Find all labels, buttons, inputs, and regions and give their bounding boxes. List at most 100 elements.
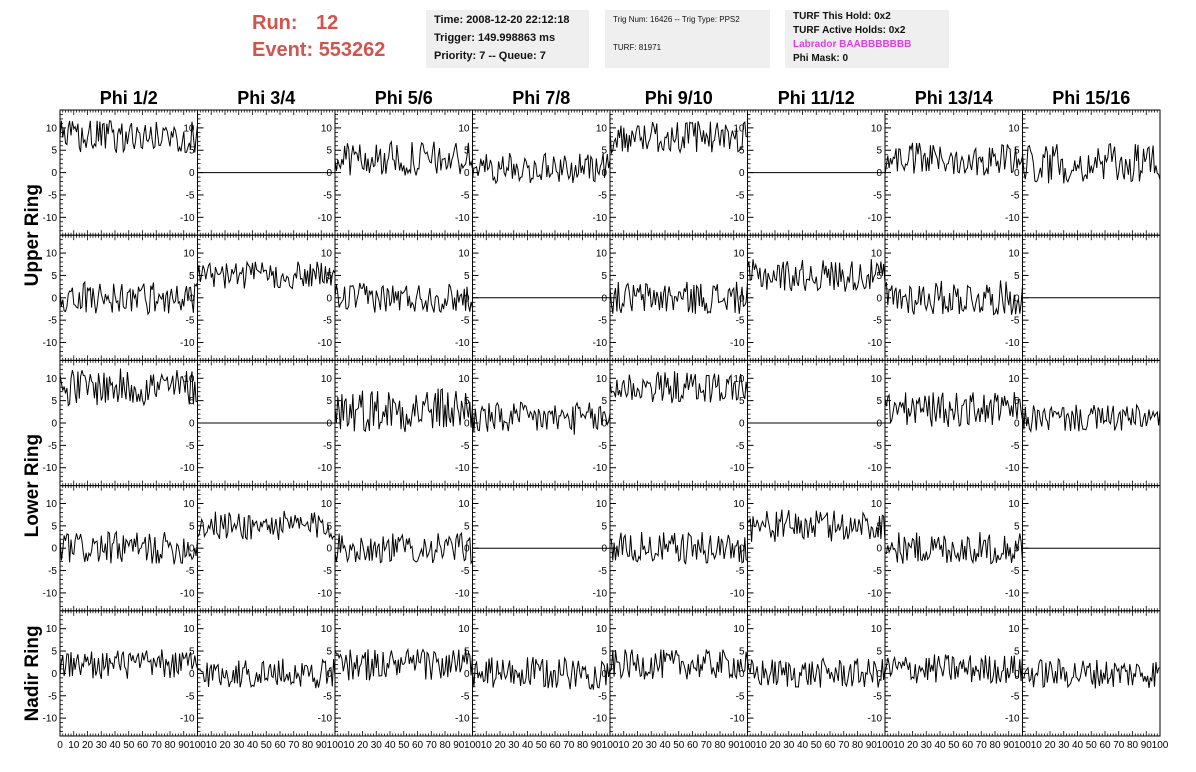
y-tick-label: 10 <box>871 123 883 134</box>
y-tick-label: 10 <box>733 374 745 385</box>
y-tick-label: 10 <box>458 123 470 134</box>
y-tick-label: 10 <box>183 624 195 635</box>
run-label: Run: <box>252 12 298 34</box>
y-tick-label: 5 <box>326 647 332 658</box>
y-tick-label: -5 <box>598 691 607 702</box>
y-tick-label: -5 <box>736 190 745 201</box>
y-tick-label: 0 <box>876 293 882 304</box>
priority-text: Priority: 7 -- Queue: 7 <box>434 50 546 62</box>
y-tick-label: -5 <box>1011 190 1020 201</box>
y-tick-label: 10 <box>1008 123 1020 134</box>
y-tick-label: 10 <box>1008 374 1020 385</box>
y-tick-label: -10 <box>43 463 58 474</box>
y-tick-label: 10 <box>596 374 608 385</box>
y-tick-label: -5 <box>1011 566 1020 577</box>
y-tick-label: -5 <box>461 441 470 452</box>
waveform-trace <box>609 531 748 565</box>
y-tick-label: -10 <box>43 588 58 599</box>
waveform-panel: -10 -5 0 5 10 <box>868 485 1023 612</box>
y-tick-label: -5 <box>323 441 332 452</box>
y-tick-label: -10 <box>593 588 608 599</box>
y-tick-label: 5 <box>876 521 882 532</box>
y-tick-label: 5 <box>876 146 882 157</box>
waveform-panel: -10 -5 0 5 10 <box>43 109 198 236</box>
waveform-trace <box>609 371 748 404</box>
y-tick-label: 5 <box>51 271 57 282</box>
y-tick-label: -10 <box>43 338 58 349</box>
y-tick-label: -10 <box>180 463 195 474</box>
waveform-trace <box>472 152 611 185</box>
y-tick-label: -10 <box>868 588 883 599</box>
waveform-panel: -10 -5 0 5 10 <box>180 485 336 612</box>
row-label: Nadir Ring <box>22 625 43 721</box>
y-tick-label: -5 <box>598 190 607 201</box>
y-tick-label: -5 <box>598 316 607 327</box>
waveform-panel: -10 -5 0 5 10 <box>1005 109 1161 236</box>
y-tick-label: 10 <box>458 374 470 385</box>
y-tick-label: -10 <box>730 213 745 224</box>
y-tick-label: -5 <box>736 316 745 327</box>
y-tick-label: 5 <box>189 521 195 532</box>
waveform-panel: -10 -5 0 5 10 <box>455 359 611 487</box>
waveform-panel: -10 -5 0 5 10 <box>43 359 198 487</box>
waveform-panel: -10 -5 0 5 10 <box>730 485 886 612</box>
y-tick-label: 5 <box>739 396 745 407</box>
waveform-panel: -10 -5 0 5 10 <box>730 359 886 487</box>
waveform-panel: -10 -5 0 5 10 <box>593 234 748 361</box>
y-tick-label: 10 <box>596 624 608 635</box>
y-tick-label: -5 <box>186 441 195 452</box>
waveform-panel: -10 -5 0 5 10 <box>1005 485 1161 612</box>
waveform-trace <box>59 120 198 154</box>
waveform-panel: -10 -5 0 5 10 <box>455 610 611 737</box>
column-title: Phi 7/8 <box>512 88 570 108</box>
y-tick-label: 0 <box>326 669 332 680</box>
y-tick-label: 5 <box>51 521 57 532</box>
waveform-panel: -10 -5 0 5 10 <box>180 359 336 487</box>
y-tick-label: -10 <box>868 213 883 224</box>
y-tick-label: 10 <box>596 123 608 134</box>
y-tick-label: -5 <box>873 190 882 201</box>
y-tick-label: -10 <box>593 463 608 474</box>
y-tick-label: -10 <box>180 338 195 349</box>
panel-frame <box>747 485 886 612</box>
waveform-panel: -10 -5 0 5 10 <box>318 359 473 487</box>
panel-frame <box>884 359 1023 487</box>
panel-frame <box>197 610 336 737</box>
panel-frame <box>747 234 886 361</box>
y-tick-label: 10 <box>871 499 883 510</box>
y-tick-label: 0 <box>51 669 57 680</box>
waveform-trace <box>609 281 748 314</box>
y-tick-label: -10 <box>180 213 195 224</box>
y-tick-label: 5 <box>51 396 57 407</box>
labrador-text: Labrador BAABBBBBBB <box>793 39 912 50</box>
phi-mask-text: Phi Mask: 0 <box>793 53 849 64</box>
waveform-panel: -10 -5 0 5 10 <box>730 234 886 361</box>
y-tick-label: 5 <box>326 396 332 407</box>
y-tick-label: 5 <box>464 396 470 407</box>
y-tick-label: 10 <box>733 499 745 510</box>
y-tick-label: 10 <box>46 499 58 510</box>
waveform-panel: -10 -5 0 5 10 <box>593 610 748 737</box>
column-title: Phi 1/2 <box>100 88 158 108</box>
waveform-trace <box>334 531 473 565</box>
y-tick-label: 10 <box>321 374 333 385</box>
waveform-trace <box>747 259 886 292</box>
waveform-trace <box>1022 143 1161 184</box>
y-tick-label: 0 <box>601 293 607 304</box>
waveform-trace <box>884 392 1023 428</box>
y-tick-label: 0 <box>876 419 882 430</box>
y-tick-label: 10 <box>321 123 333 134</box>
waveform-panel: -10 -5 0 5 10 <box>318 485 473 612</box>
panel-frame <box>59 109 198 236</box>
column-title: Phi 9/10 <box>645 88 713 108</box>
waveform-trace <box>472 656 611 690</box>
column-title: Phi 15/16 <box>1052 88 1130 108</box>
y-tick-label: 5 <box>1014 396 1020 407</box>
y-tick-label: 10 <box>46 624 58 635</box>
y-tick-label: 5 <box>464 271 470 282</box>
y-tick-label: 5 <box>739 146 745 157</box>
y-tick-label: 0 <box>189 168 195 179</box>
y-tick-label: -5 <box>48 441 57 452</box>
y-tick-label: 5 <box>601 271 607 282</box>
